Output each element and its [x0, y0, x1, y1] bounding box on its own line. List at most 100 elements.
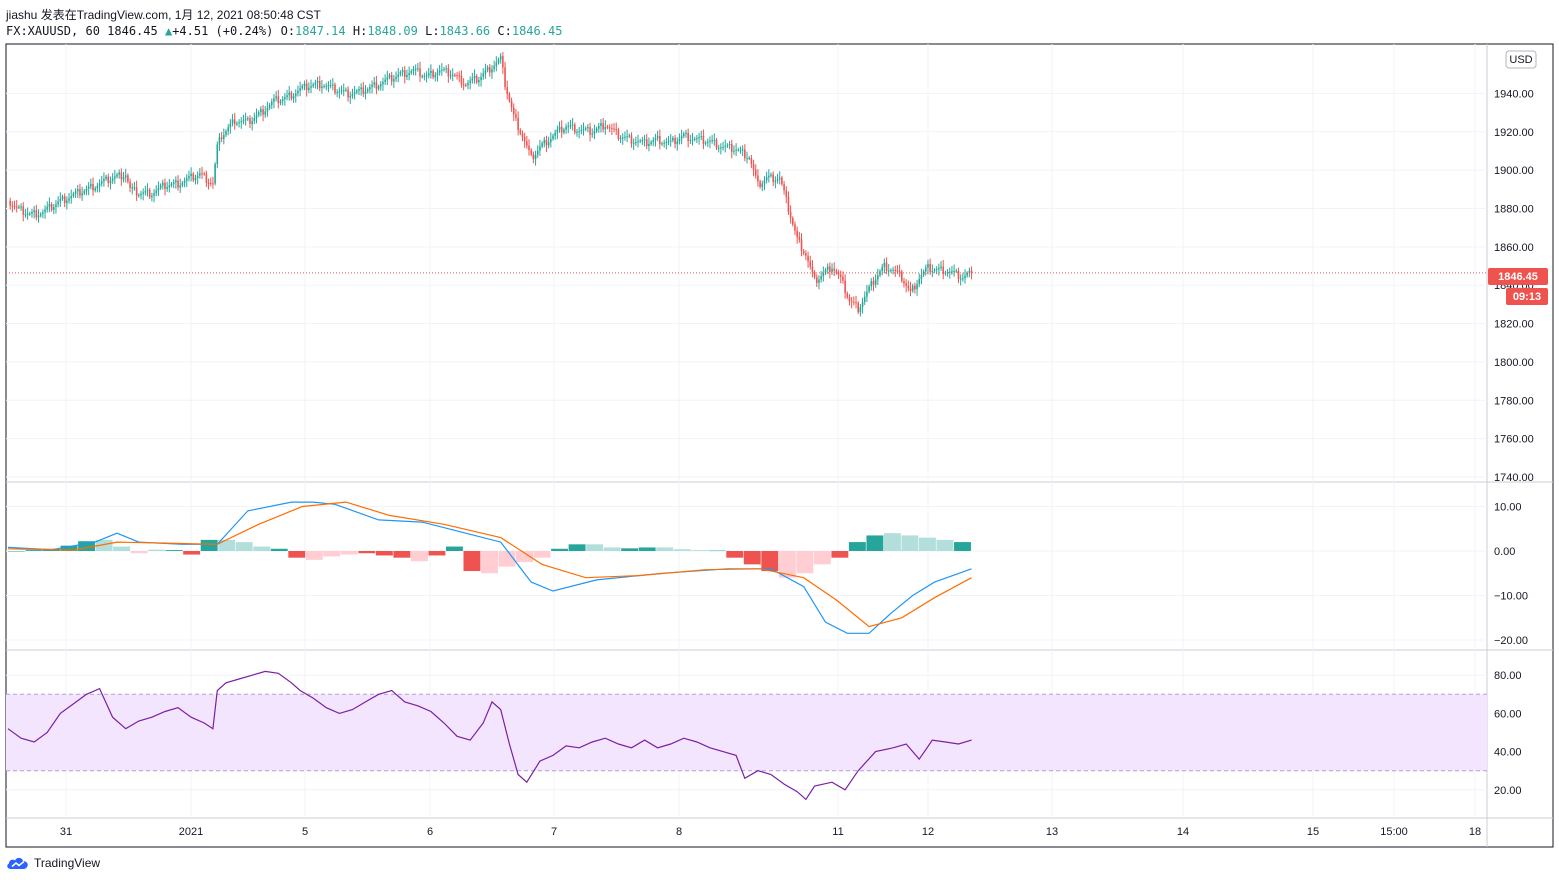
- candle-body: [774, 180, 777, 182]
- candle-body: [739, 149, 742, 151]
- candle-body: [959, 278, 962, 280]
- macd-histogram-bar: [253, 546, 271, 551]
- candle-body: [129, 181, 131, 188]
- candle-body: [70, 196, 73, 199]
- candle-body: [687, 132, 689, 141]
- macd-histogram-bar: [358, 551, 376, 554]
- signal-line: [7, 501, 972, 628]
- candle-body: [837, 272, 840, 275]
- candle-body: [571, 124, 574, 126]
- candle-body: [458, 75, 461, 77]
- candle-body: [656, 136, 659, 139]
- candle-body: [689, 140, 692, 142]
- candle-body: [508, 93, 511, 101]
- candle-body: [356, 90, 358, 93]
- candle-body: [717, 147, 720, 149]
- candle-body: [890, 270, 892, 272]
- candle-body: [214, 163, 216, 184]
- macd-histogram-bar: [130, 551, 148, 554]
- x-tick-label: 5: [302, 826, 308, 838]
- candle-body: [290, 92, 293, 99]
- tradingview-logo[interactable]: TradingView: [6, 856, 100, 870]
- candle-body: [305, 83, 308, 91]
- candle-body: [809, 261, 812, 267]
- candle-body: [567, 125, 570, 127]
- candle-body: [883, 262, 886, 267]
- price-pane[interactable]: [6, 51, 1487, 317]
- candle-body: [698, 137, 700, 139]
- candle-body: [635, 142, 637, 144]
- candle-body: [273, 98, 275, 102]
- candle-body: [700, 136, 703, 138]
- candle-body: [800, 239, 803, 251]
- candle-body: [502, 56, 504, 68]
- candle-body: [781, 177, 783, 185]
- candle-body: [484, 70, 487, 74]
- candle-body: [441, 69, 443, 71]
- candle-body: [846, 293, 849, 298]
- candle-body: [140, 193, 142, 196]
- candle-body: [279, 101, 282, 104]
- macd-histogram-bar: [183, 551, 201, 555]
- candle-body: [933, 270, 936, 272]
- candle-body: [815, 277, 818, 283]
- candle-body: [161, 182, 164, 186]
- macd-pane[interactable]: [7, 501, 972, 634]
- candle-body: [87, 186, 90, 189]
- candle-body: [582, 129, 585, 131]
- macd-histogram-bar: [708, 550, 726, 552]
- candle-body: [403, 70, 406, 77]
- candle-body: [194, 177, 197, 181]
- candle-body: [74, 191, 77, 194]
- candle-body: [29, 213, 31, 215]
- candle-body: [938, 267, 940, 270]
- candle-body: [759, 181, 761, 187]
- candle-body: [946, 272, 949, 274]
- macd-histogram-bar: [796, 551, 814, 574]
- candle-body: [142, 192, 144, 194]
- candle-body: [754, 169, 757, 176]
- rsi-pane[interactable]: [7, 670, 972, 801]
- candle-body: [9, 200, 11, 206]
- candle-body: [787, 196, 790, 212]
- symbol-label[interactable]: FX:XAUUSD, 60: [6, 24, 100, 38]
- price-tick-label: 1860.00: [1494, 242, 1534, 254]
- macd-histogram-bar: [743, 551, 761, 565]
- candle-body: [595, 128, 598, 132]
- high-label: H:: [352, 24, 368, 38]
- x-tick-label: 15: [1307, 826, 1319, 838]
- candle-body: [308, 87, 310, 91]
- candle-body: [349, 95, 352, 98]
- macd-histogram-bar: [235, 542, 253, 551]
- candle-body: [39, 213, 42, 216]
- candle-body: [57, 201, 59, 205]
- macd-histogram-bar: [498, 551, 516, 567]
- candle-body: [901, 271, 903, 281]
- chart-header-ohlc: FX:XAUUSD, 60 1846.45 ▲+4.51 (+0.24%) O:…: [6, 24, 562, 38]
- currency-badge-box: [1505, 50, 1537, 69]
- candle-body: [547, 142, 550, 146]
- macd-histogram-bar: [305, 551, 323, 560]
- price-tick-label: 1780.00: [1494, 395, 1534, 407]
- candle-body: [334, 84, 336, 93]
- candle-body: [146, 189, 149, 192]
- candle-body: [417, 68, 419, 70]
- candle-body: [454, 74, 456, 76]
- macd-histogram-bar: [848, 542, 866, 551]
- macd-histogram-bar: [375, 551, 393, 556]
- currency-badge[interactable]: USD: [1505, 50, 1537, 69]
- candle-body: [887, 270, 890, 272]
- macd-histogram-bar: [218, 539, 236, 551]
- candle-body: [613, 128, 615, 130]
- macd-histogram-bar: [200, 539, 218, 551]
- up-arrow-icon: ▲: [164, 24, 173, 38]
- candle-body: [617, 129, 620, 139]
- candle-body: [580, 130, 583, 132]
- macd-tick-label: −10.00: [1494, 591, 1528, 603]
- candle-body: [550, 138, 552, 143]
- candle-body: [667, 141, 670, 143]
- candle-body: [473, 75, 476, 79]
- candle-body: [855, 302, 857, 304]
- candle-body: [541, 143, 543, 147]
